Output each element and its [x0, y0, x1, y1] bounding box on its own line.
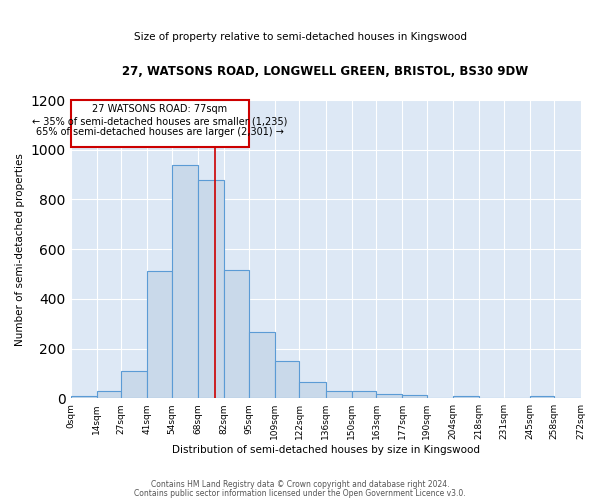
Bar — [224, 270, 248, 398]
Bar — [121, 371, 148, 398]
Bar — [198, 180, 224, 398]
Bar — [453, 396, 479, 398]
Bar — [275, 361, 299, 398]
Text: 65% of semi-detached houses are larger (2,301) →: 65% of semi-detached houses are larger (… — [35, 128, 284, 138]
Bar — [71, 396, 97, 398]
X-axis label: Distribution of semi-detached houses by size in Kingswood: Distribution of semi-detached houses by … — [172, 445, 479, 455]
Bar — [299, 382, 326, 398]
Title: 27, WATSONS ROAD, LONGWELL GREEN, BRISTOL, BS30 9DW: 27, WATSONS ROAD, LONGWELL GREEN, BRISTO… — [122, 65, 529, 78]
Text: Contains public sector information licensed under the Open Government Licence v3: Contains public sector information licen… — [134, 490, 466, 498]
Bar — [352, 392, 376, 398]
Bar — [403, 395, 427, 398]
Bar — [97, 392, 121, 398]
Text: ← 35% of semi-detached houses are smaller (1,235): ← 35% of semi-detached houses are smalle… — [32, 116, 287, 126]
Y-axis label: Number of semi-detached properties: Number of semi-detached properties — [15, 152, 25, 346]
Bar — [172, 164, 198, 398]
Bar — [248, 332, 275, 398]
Bar — [326, 392, 352, 398]
Bar — [530, 396, 554, 398]
Bar — [148, 272, 172, 398]
Bar — [376, 394, 403, 398]
Bar — [71, 100, 248, 147]
Text: Contains HM Land Registry data © Crown copyright and database right 2024.: Contains HM Land Registry data © Crown c… — [151, 480, 449, 489]
Text: Size of property relative to semi-detached houses in Kingswood: Size of property relative to semi-detach… — [133, 32, 467, 42]
Text: 27 WATSONS ROAD: 77sqm: 27 WATSONS ROAD: 77sqm — [92, 104, 227, 114]
